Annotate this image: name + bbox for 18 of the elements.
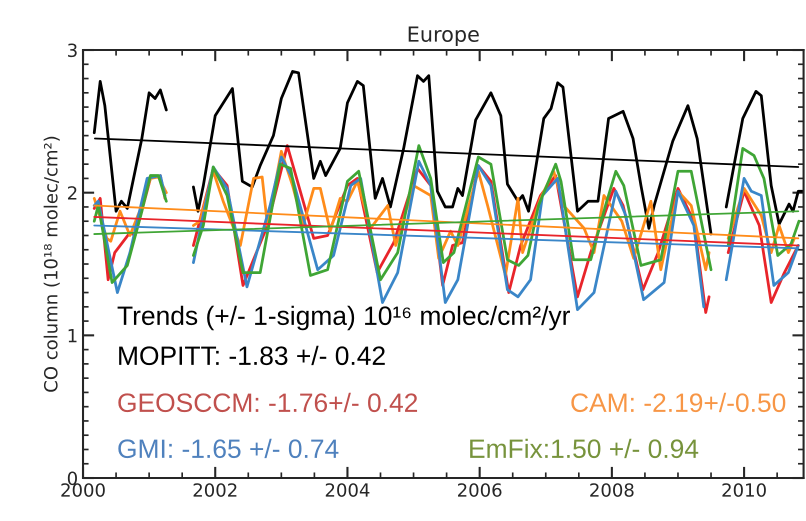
x-tick-label: 2002 xyxy=(194,483,236,497)
x-tick-label: 2010 xyxy=(722,483,766,497)
annotation: EmFix:1.50 +/- 0.94 xyxy=(470,438,698,458)
annotation: GEOSCCM: -1.76+/- 0.42 xyxy=(118,392,418,412)
y-tick-label: 1 xyxy=(68,329,76,342)
annotation: MOPITT: -1.83 +/- 0.42 xyxy=(119,346,385,366)
x-tick-label: 2000 xyxy=(61,483,105,497)
x-tick-label: 2004 xyxy=(326,483,370,497)
y-axis-title: CO column (10¹⁸ molec/cm²) xyxy=(44,136,60,392)
x-tick-label: 2006 xyxy=(458,483,502,497)
annotation: GMI: -1.65 +/- 0.74 xyxy=(118,438,338,458)
annotation: CAM: -2.19+/-0.50 xyxy=(571,392,786,412)
y-tick-label: 2 xyxy=(68,186,76,200)
y-tick-label: 3 xyxy=(68,43,77,58)
x-tick-label: 2008 xyxy=(590,483,634,497)
annotation: Trends (+/- 1-sigma) 10¹⁶ molec/cm²/yr xyxy=(118,306,570,330)
y-tick-label: 0 xyxy=(68,471,77,486)
chart-title: Europe xyxy=(408,26,479,46)
